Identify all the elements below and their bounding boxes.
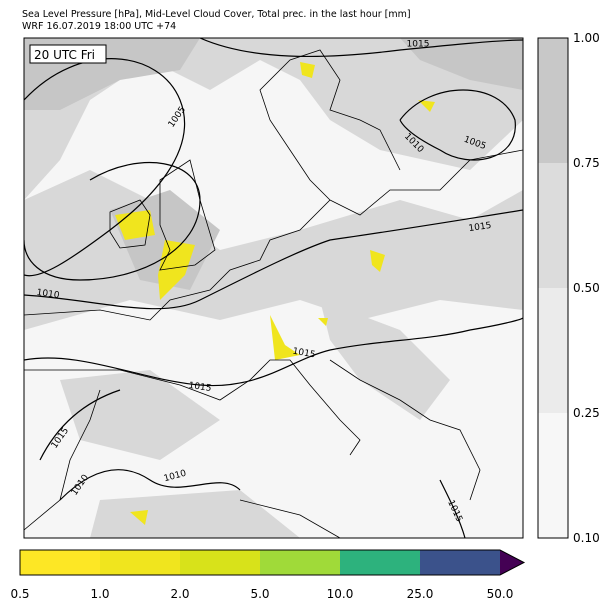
colorbar-frame bbox=[19, 549, 526, 576]
contour-label: 1015 bbox=[468, 221, 492, 234]
tick-label: 1.0 bbox=[90, 587, 109, 601]
coastline bbox=[24, 49, 523, 538]
tick-label: 1.00 bbox=[573, 31, 600, 45]
tick-label: 25.0 bbox=[407, 587, 434, 601]
color-band bbox=[420, 550, 500, 575]
color-band bbox=[180, 550, 260, 575]
subtitle: WRF 16.07.2019 18:00 UTC +74 bbox=[22, 21, 176, 32]
tick-label: 0.75 bbox=[573, 156, 600, 170]
map: 20 UTC Fri 1015 1005 1010 1005 1015 1010… bbox=[23, 37, 524, 539]
color-band bbox=[538, 288, 568, 413]
isobar bbox=[24, 38, 523, 538]
tick-label: 0.10 bbox=[573, 531, 600, 545]
precip-colorbar: 0.5 1.0 2.0 5.0 10.0 25.0 50.0 bbox=[10, 549, 526, 601]
time-label: 20 UTC Fri bbox=[34, 48, 95, 62]
color-arrow bbox=[500, 550, 524, 575]
tick-label: 5.0 bbox=[250, 587, 269, 601]
title: Sea Level Pressure [hPa], Mid-Level Clou… bbox=[22, 9, 411, 20]
contour-label: 1015 bbox=[188, 381, 212, 394]
color-band bbox=[100, 550, 180, 575]
contour-label: 1015 bbox=[292, 347, 316, 361]
color-band bbox=[538, 163, 568, 288]
color-band bbox=[260, 550, 340, 575]
color-band bbox=[340, 550, 420, 575]
color-band bbox=[538, 38, 568, 163]
contour-label: 1015 bbox=[407, 40, 430, 50]
tick-label: 2.0 bbox=[170, 587, 189, 601]
cloud-area bbox=[60, 300, 450, 538]
colorbar-frame bbox=[537, 37, 569, 539]
color-band bbox=[20, 550, 100, 575]
map-frame bbox=[23, 37, 524, 539]
cloud-colorbar: 1.00 0.75 0.50 0.25 0.10 bbox=[537, 31, 600, 545]
contour-label: 1010 bbox=[36, 288, 60, 301]
tick-label: 0.5 bbox=[10, 587, 29, 601]
time-box bbox=[29, 44, 107, 64]
color-band bbox=[538, 413, 568, 538]
tick-label: 50.0 bbox=[487, 587, 514, 601]
tick-label: 0.50 bbox=[573, 281, 600, 295]
tick-label: 0.25 bbox=[573, 406, 600, 420]
tick-label: 10.0 bbox=[327, 587, 354, 601]
cloud-area bbox=[24, 38, 523, 200]
